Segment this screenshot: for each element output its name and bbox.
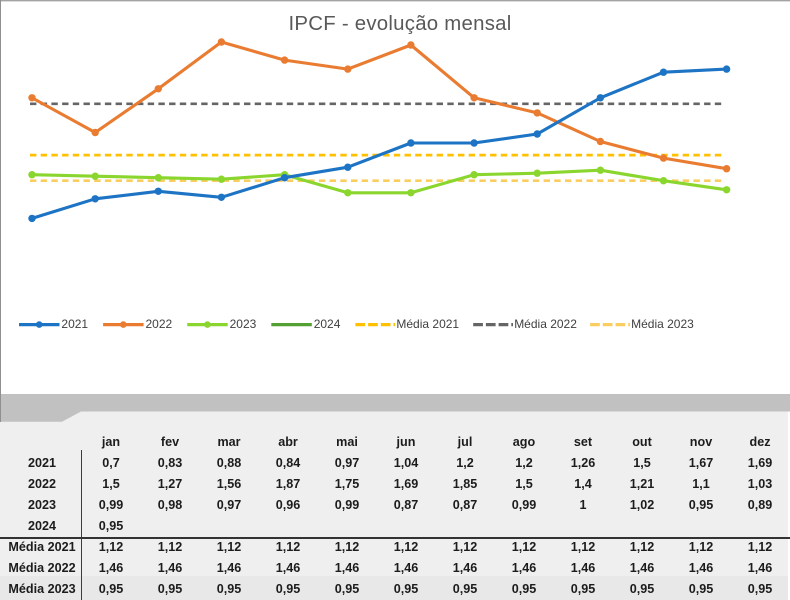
svg-text:Média 2022: Média 2022 (514, 317, 577, 331)
svg-text:IPCF - evolução mensal: IPCF - evolução mensal (288, 13, 511, 35)
svg-text:2021: 2021 (61, 317, 88, 331)
svg-text:2023: 2023 (230, 317, 257, 331)
svg-text:Média 2021: Média 2021 (396, 317, 459, 331)
svg-text:Média 2023: Média 2023 (631, 317, 694, 331)
svg-text:2024: 2024 (314, 317, 341, 331)
svg-text:2022: 2022 (146, 317, 173, 331)
